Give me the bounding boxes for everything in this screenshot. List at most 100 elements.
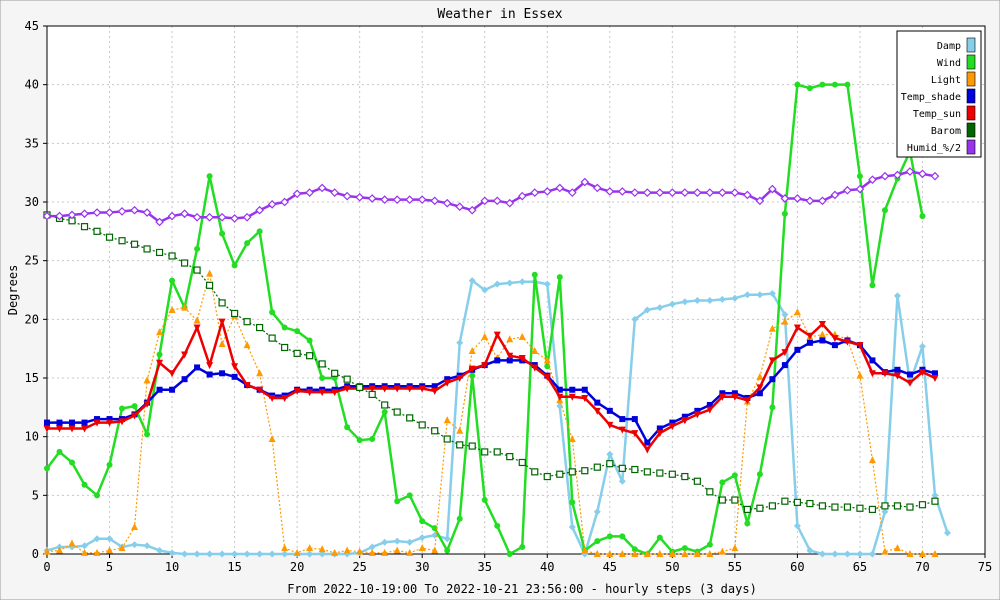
y-tick-label: 5 bbox=[32, 488, 39, 502]
data-point-wind bbox=[531, 271, 538, 278]
data-point-barom bbox=[768, 502, 776, 510]
data-point-wind bbox=[56, 448, 63, 455]
data-point-wind bbox=[206, 173, 213, 180]
data-point-humid-2 bbox=[42, 211, 52, 221]
data-point-humid-2 bbox=[755, 196, 765, 206]
data-point-damp bbox=[831, 550, 839, 558]
data-point-damp bbox=[81, 542, 89, 550]
data-point-temp-sun bbox=[506, 352, 514, 360]
data-point-wind bbox=[281, 324, 288, 331]
data-point-wind bbox=[506, 551, 513, 557]
data-point-humid-2 bbox=[217, 212, 227, 222]
data-point-barom bbox=[268, 334, 276, 342]
data-point-temp-sun bbox=[431, 387, 439, 395]
data-point-temp-sun bbox=[856, 342, 864, 350]
data-point-humid-2 bbox=[630, 188, 640, 197]
data-point-barom bbox=[693, 477, 701, 485]
data-point-barom bbox=[443, 435, 451, 443]
data-point-barom bbox=[793, 498, 802, 506]
data-point-humid-2 bbox=[530, 188, 540, 197]
data-point-barom bbox=[168, 252, 176, 260]
data-point-damp bbox=[756, 291, 764, 299]
data-point-temp-sun bbox=[756, 384, 764, 392]
x-tick-label: 45 bbox=[603, 560, 617, 574]
data-point-wind bbox=[269, 309, 276, 316]
data-point-wind bbox=[131, 403, 138, 410]
data-point-temp-sun bbox=[443, 379, 451, 387]
data-point-barom bbox=[881, 502, 889, 510]
data-point-temp-sun bbox=[831, 335, 839, 343]
data-point-barom bbox=[493, 448, 501, 456]
data-point-barom bbox=[406, 414, 414, 422]
data-point-light bbox=[193, 316, 201, 324]
data-point-wind bbox=[381, 409, 388, 416]
data-point-light bbox=[668, 550, 676, 557]
y-tick-label: 15 bbox=[25, 371, 39, 385]
data-point-light bbox=[781, 317, 789, 325]
data-point-light bbox=[106, 546, 114, 554]
data-point-humid-2 bbox=[330, 188, 340, 197]
legend-swatch-barom bbox=[966, 122, 976, 138]
data-point-temp-shade bbox=[194, 364, 201, 371]
data-point-wind bbox=[681, 545, 688, 552]
data-point-temp-shade bbox=[681, 413, 688, 420]
data-point-wind bbox=[831, 81, 838, 88]
x-tick-label: 60 bbox=[790, 560, 804, 574]
data-point-temp-sun bbox=[293, 387, 301, 395]
y-tick-label: 10 bbox=[25, 430, 39, 444]
data-point-humid-2 bbox=[455, 202, 465, 212]
data-point-wind bbox=[144, 431, 151, 438]
data-point-temp-sun bbox=[368, 385, 376, 393]
data-point-barom bbox=[193, 266, 201, 274]
x-tick-label: 5 bbox=[106, 560, 113, 574]
data-point-barom bbox=[543, 472, 551, 481]
data-point-light bbox=[168, 305, 176, 313]
data-point-wind bbox=[244, 240, 251, 247]
data-point-temp-sun bbox=[281, 394, 289, 402]
data-point-damp bbox=[568, 523, 576, 531]
data-point-temp-shade bbox=[506, 357, 513, 364]
data-point-humid-2 bbox=[605, 187, 615, 196]
data-point-light bbox=[881, 547, 889, 555]
data-point-humid-2 bbox=[280, 197, 289, 207]
data-point-barom bbox=[643, 468, 651, 476]
data-point-humid-2 bbox=[67, 210, 77, 220]
data-point-damp bbox=[643, 306, 651, 314]
data-point-wind bbox=[169, 277, 176, 284]
data-point-temp-sun bbox=[606, 421, 614, 429]
data-point-temp-shade bbox=[81, 419, 88, 426]
data-point-wind bbox=[756, 471, 763, 478]
legend-swatch-temp-sun bbox=[966, 105, 976, 121]
data-point-temp-shade bbox=[219, 370, 226, 377]
data-point-temp-shade bbox=[794, 346, 801, 353]
data-point-temp-shade bbox=[756, 390, 763, 397]
data-point-temp-sun bbox=[106, 419, 114, 427]
data-point-damp bbox=[743, 291, 751, 299]
data-point-damp bbox=[206, 550, 214, 558]
data-point-humid-2 bbox=[355, 192, 365, 202]
data-point-temp-shade bbox=[869, 357, 876, 364]
data-point-damp bbox=[406, 538, 414, 546]
data-point-light bbox=[306, 544, 314, 552]
data-point-barom bbox=[868, 505, 877, 514]
data-point-temp-shade bbox=[569, 386, 576, 393]
data-point-temp-sun bbox=[931, 375, 939, 382]
data-point-wind bbox=[69, 459, 76, 466]
data-point-barom bbox=[105, 233, 114, 241]
legend-label-light: Light bbox=[931, 75, 961, 86]
data-point-light bbox=[931, 550, 939, 557]
data-point-barom bbox=[281, 343, 289, 352]
data-point-humid-2 bbox=[105, 208, 114, 217]
data-point-temp-sun bbox=[168, 370, 176, 378]
data-point-temp-sun bbox=[731, 393, 739, 401]
data-point-temp-shade bbox=[56, 419, 63, 426]
data-point-barom bbox=[231, 309, 239, 318]
data-point-damp bbox=[131, 541, 139, 549]
data-point-damp bbox=[93, 535, 101, 543]
data-point-humid-2 bbox=[405, 195, 415, 205]
legend-label-barom: Barom bbox=[931, 126, 961, 137]
y-tick-label: 30 bbox=[25, 195, 39, 209]
data-point-humid-2 bbox=[780, 194, 790, 203]
data-point-damp bbox=[281, 550, 289, 558]
data-point-humid-2 bbox=[467, 205, 477, 215]
